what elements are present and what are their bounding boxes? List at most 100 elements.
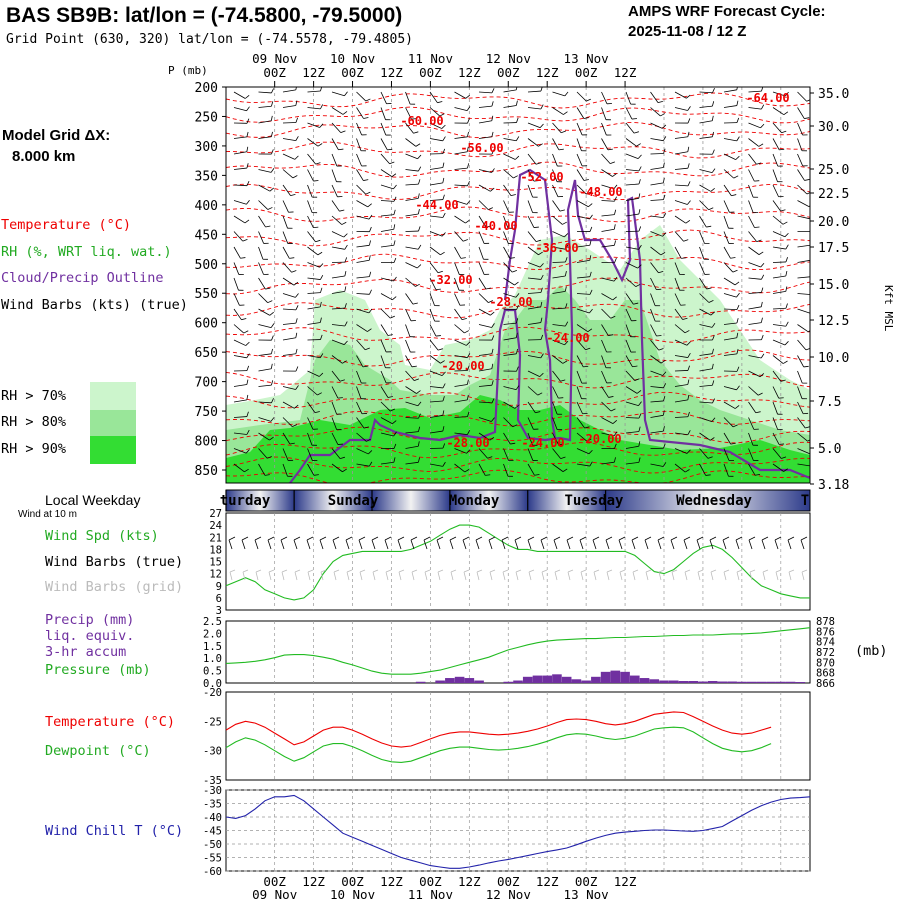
panel-tick-label: 0.0 <box>203 678 222 690</box>
grid-wind-barb <box>385 571 389 581</box>
wind-barb <box>797 107 805 119</box>
wind-barb <box>552 324 566 327</box>
surface-wind-barb <box>436 539 441 550</box>
wind-barb <box>625 324 631 337</box>
wind-barb <box>429 246 441 256</box>
wind-barb <box>772 355 784 364</box>
wind-barb-feather <box>467 365 470 371</box>
wind-barb <box>699 184 711 192</box>
wind-barb-feather <box>368 255 371 261</box>
wind-barb-feather <box>785 257 788 263</box>
wind-barb <box>282 231 289 244</box>
top-date-label: 13 Nov <box>564 51 609 66</box>
surface-wind-barb <box>709 539 714 550</box>
temperature-line <box>225 711 772 748</box>
grid-wind-barb <box>580 571 584 581</box>
wind-barb <box>625 91 631 105</box>
temperature-labels: -64.00 -60.00 -56.00 -52.00 -48.00 -44.00 -40.… <box>400 91 789 450</box>
wind-barb-feather <box>712 101 715 107</box>
wind-barb <box>405 169 419 172</box>
wind-barb-feather <box>540 334 544 340</box>
wind-barb <box>331 107 344 115</box>
wind-barb-feather <box>485 474 491 476</box>
surface-wind-barb-feather <box>280 536 288 541</box>
wind-barb <box>503 432 511 445</box>
precip-bar <box>474 680 484 683</box>
wind-barb-feather <box>783 468 789 472</box>
temperature-contour <box>226 349 810 367</box>
surface-wind-barb-feather <box>228 536 236 541</box>
panel-tick-label: 1.5 <box>203 641 222 653</box>
top-hour-label: 12Z <box>536 65 559 80</box>
wind-barb-feather <box>270 168 275 173</box>
temperature-contour <box>226 371 810 389</box>
wind-barb <box>601 293 613 301</box>
forecast-cycle-label: AMPS WRF Forecast Cycle: <box>628 3 826 20</box>
wind-barb-feather <box>810 290 812 295</box>
wind-barb-feather <box>589 255 592 261</box>
surface-wind-barb-feather <box>345 536 353 541</box>
kft-tick-label: 30.0 <box>818 120 849 135</box>
wind-barb-feather <box>565 321 569 327</box>
panel-tick-label: -25 <box>203 716 222 728</box>
grid-wind-barb <box>710 571 714 581</box>
wind-barb-feather <box>638 426 641 432</box>
wind-barb-feather <box>343 340 348 345</box>
wind-barb <box>650 199 664 201</box>
grid-wind-barb <box>268 571 272 581</box>
wind-barb-feather <box>734 281 740 286</box>
wind-barb <box>478 200 489 210</box>
wind-barb-feather <box>711 348 714 354</box>
wind-barb <box>331 215 343 225</box>
wind-barb-feather <box>491 348 494 354</box>
wind-barb <box>331 275 345 279</box>
wind-barb <box>233 107 247 112</box>
wind-barb-feather <box>804 179 810 181</box>
wind-barb <box>429 400 443 403</box>
wind-barb <box>282 138 296 142</box>
wind-barb-feather <box>267 207 273 210</box>
wind-barb <box>478 384 492 387</box>
wind-barb <box>748 169 755 182</box>
temperature-contour <box>226 426 810 444</box>
wind-barb-feather <box>687 353 691 358</box>
wind-barb <box>331 339 345 346</box>
kft-tick-label: 7.5 <box>818 395 841 410</box>
wind-barb-feather <box>558 148 564 151</box>
wind-barb-feather <box>240 257 246 259</box>
kft-tick-label: 10.0 <box>818 351 849 366</box>
wind-barb <box>258 231 265 244</box>
surface-wind-barb-feather <box>332 536 340 541</box>
wind-barb <box>405 386 417 394</box>
wind-barb <box>527 90 541 93</box>
wind-barb <box>307 370 320 377</box>
wind-barb-feather <box>315 239 321 243</box>
wind-barb-feather <box>271 335 274 341</box>
wind-barb <box>527 107 541 110</box>
wind-barb <box>748 463 756 476</box>
wind-barb <box>772 370 782 382</box>
wind-barb <box>282 308 296 311</box>
wind-barb <box>380 293 393 301</box>
wind-barb-feather <box>442 461 446 467</box>
grid-wind-barb-feather <box>762 569 769 573</box>
wind-barb <box>748 200 754 213</box>
wind-barb <box>674 231 684 242</box>
wind-barb-feather <box>632 365 638 368</box>
wind-barb-feather <box>755 411 761 414</box>
grid-wind-barb <box>281 571 285 581</box>
wind-barb <box>625 107 633 120</box>
wind-barb <box>478 417 492 422</box>
grid-wind-barb <box>372 571 376 581</box>
surface-wind-barb-feather <box>605 536 613 541</box>
grid-wind-barb-feather <box>450 569 457 573</box>
wind-barb-feather <box>319 301 322 307</box>
wind-barb <box>258 246 264 260</box>
wind-barb-feather <box>710 437 715 441</box>
wind-barb-feather <box>270 115 273 121</box>
wind-barb-feather <box>561 130 566 134</box>
wind-barb <box>282 417 293 427</box>
pressure-tick-label: 500 <box>195 258 218 273</box>
temperature-label: -44.00 <box>415 198 458 212</box>
wind-barb-feather <box>662 371 667 376</box>
